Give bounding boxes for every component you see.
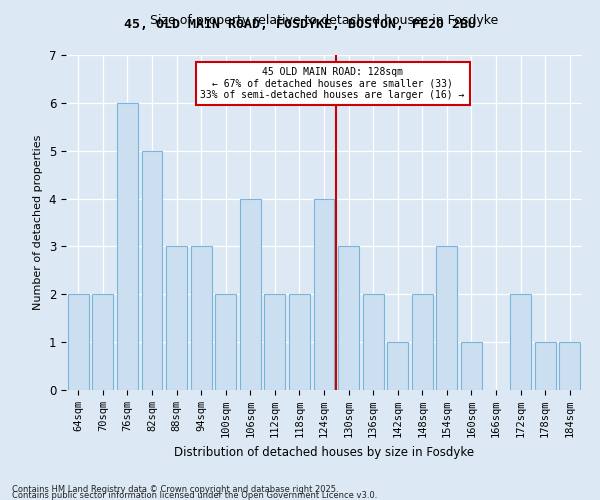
Bar [535, 342, 556, 390]
Y-axis label: Number of detached properties: Number of detached properties [33, 135, 43, 310]
Text: Contains HM Land Registry data © Crown copyright and database right 2025.: Contains HM Land Registry data © Crown c… [12, 484, 338, 494]
Bar [191, 246, 212, 390]
Bar [92, 294, 113, 390]
Bar [436, 246, 457, 390]
Bar [387, 342, 408, 390]
Bar [314, 198, 334, 390]
Bar [265, 294, 286, 390]
Bar [338, 246, 359, 390]
Bar [166, 246, 187, 390]
Bar [240, 198, 261, 390]
Bar [117, 103, 138, 390]
Bar [461, 342, 482, 390]
X-axis label: Distribution of detached houses by size in Fosdyke: Distribution of detached houses by size … [174, 446, 474, 458]
Bar [142, 150, 163, 390]
Bar [289, 294, 310, 390]
Bar [559, 342, 580, 390]
Bar [510, 294, 531, 390]
Text: 45, OLD MAIN ROAD, FOSDYKE, BOSTON, PE20 2BU: 45, OLD MAIN ROAD, FOSDYKE, BOSTON, PE20… [124, 18, 476, 30]
Bar [412, 294, 433, 390]
Bar [362, 294, 383, 390]
Text: 45 OLD MAIN ROAD: 128sqm
← 67% of detached houses are smaller (33)
33% of semi-d: 45 OLD MAIN ROAD: 128sqm ← 67% of detach… [200, 67, 465, 100]
Bar [68, 294, 89, 390]
Text: Contains public sector information licensed under the Open Government Licence v3: Contains public sector information licen… [12, 490, 377, 500]
Bar [215, 294, 236, 390]
Title: Size of property relative to detached houses in Fosdyke: Size of property relative to detached ho… [150, 14, 498, 28]
